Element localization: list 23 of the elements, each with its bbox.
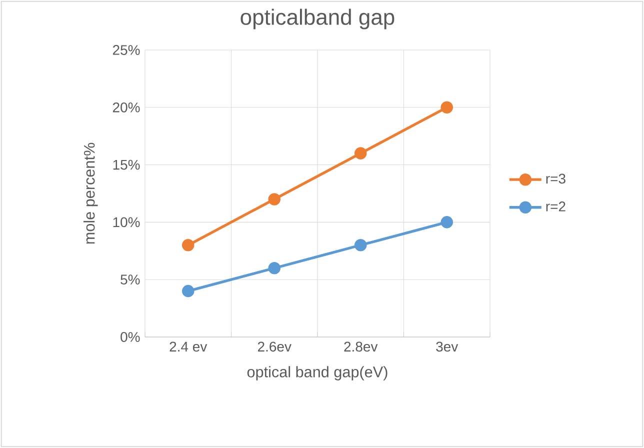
legend-label: r=2 [546, 202, 566, 212]
y-tick-label: 20% [112, 102, 140, 112]
point [268, 262, 281, 274]
y-axis-title: mole percent% [84, 142, 98, 244]
point [354, 147, 367, 160]
x-tick-label: 2.8ev [344, 342, 378, 352]
point [440, 216, 454, 228]
x-axis-title: optical band gap(eV) [247, 366, 388, 380]
point [440, 101, 454, 114]
y-tick-label: 0% [120, 332, 140, 342]
x-tick-label: 2.4 ev [170, 342, 208, 352]
y-tick-label: 10% [113, 217, 140, 228]
legend-label: r=3 [546, 174, 566, 184]
y-tick-label: 15% [113, 160, 140, 170]
point [354, 239, 367, 252]
point [182, 239, 194, 252]
x-tick-label: 3ev [436, 342, 458, 352]
y-tick-label: 5% [120, 274, 140, 285]
point [182, 284, 194, 298]
y-tick-label: 25% [112, 45, 140, 55]
point [268, 193, 281, 206]
chart-title: opticalband gap [240, 8, 394, 30]
x-tick-label: 2.6ev [258, 342, 292, 352]
